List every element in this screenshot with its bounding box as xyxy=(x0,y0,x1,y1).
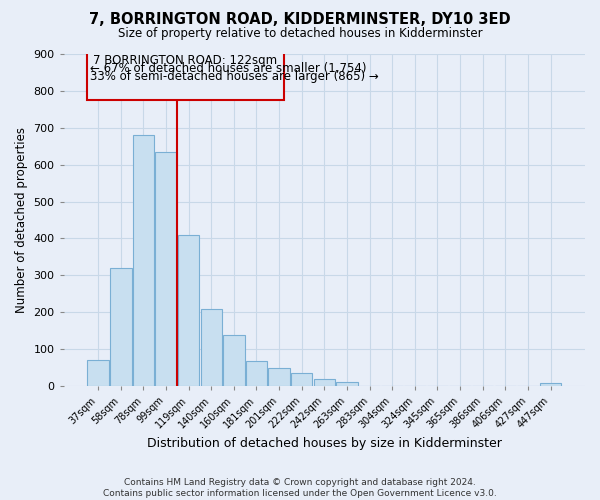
Bar xyxy=(178,235,199,386)
Bar xyxy=(133,135,154,386)
Text: 7, BORRINGTON ROAD, KIDDERMINSTER, DY10 3ED: 7, BORRINGTON ROAD, KIDDERMINSTER, DY10 … xyxy=(89,12,511,28)
Bar xyxy=(155,152,177,386)
Bar xyxy=(110,268,131,386)
X-axis label: Distribution of detached houses by size in Kidderminster: Distribution of detached houses by size … xyxy=(147,437,502,450)
Bar xyxy=(200,308,222,386)
Bar xyxy=(246,361,267,386)
Text: Contains HM Land Registry data © Crown copyright and database right 2024.
Contai: Contains HM Land Registry data © Crown c… xyxy=(103,478,497,498)
Text: 33% of semi-detached houses are larger (865) →: 33% of semi-detached houses are larger (… xyxy=(90,70,379,83)
Bar xyxy=(291,373,313,386)
Text: ← 67% of detached houses are smaller (1,754): ← 67% of detached houses are smaller (1,… xyxy=(90,62,367,75)
Bar xyxy=(336,382,358,386)
Bar xyxy=(268,368,290,386)
Y-axis label: Number of detached properties: Number of detached properties xyxy=(15,127,28,313)
Text: 7 BORRINGTON ROAD: 122sqm: 7 BORRINGTON ROAD: 122sqm xyxy=(93,54,277,67)
Bar xyxy=(314,378,335,386)
FancyBboxPatch shape xyxy=(87,50,284,100)
Text: Size of property relative to detached houses in Kidderminster: Size of property relative to detached ho… xyxy=(118,28,482,40)
Bar xyxy=(223,335,245,386)
Bar xyxy=(88,360,109,386)
Bar xyxy=(540,384,562,386)
